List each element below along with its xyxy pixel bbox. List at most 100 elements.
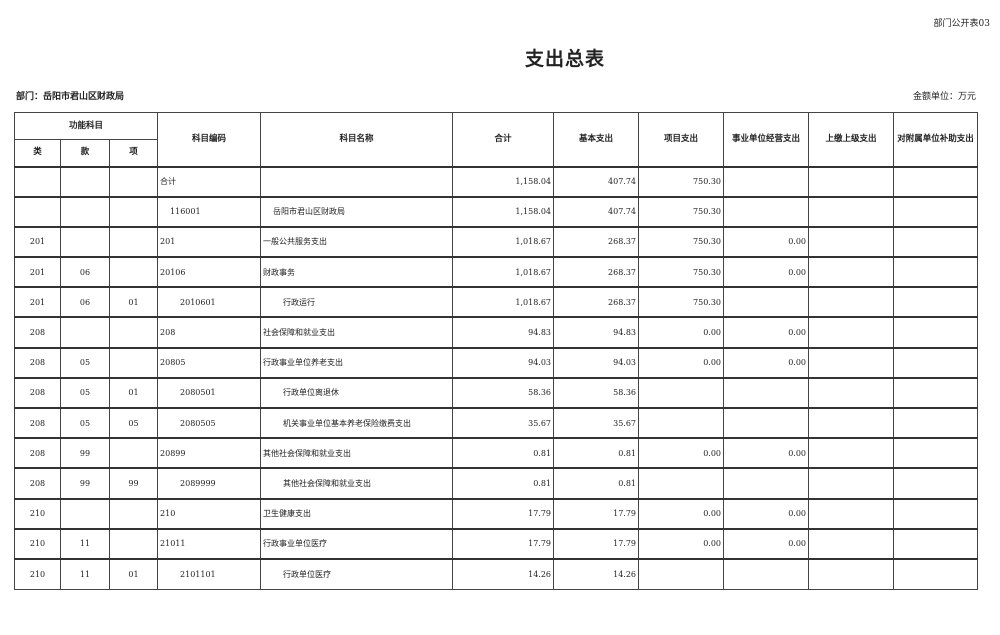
cell-name: 一般公共服务支出 xyxy=(260,225,454,258)
cell-kuan xyxy=(60,165,110,198)
table-row: 210 210 卫生健康支出 17.79 17.79 0.00 0.00 xyxy=(14,497,979,530)
cell-project xyxy=(638,376,725,409)
cell-kuan: 11 xyxy=(60,557,110,590)
cell-basic: 17.79 xyxy=(553,527,640,560)
cell-basic: 407.74 xyxy=(553,195,640,228)
cell-upper xyxy=(808,467,895,500)
cell-total: 17.79 xyxy=(452,527,555,560)
cell-total: 94.03 xyxy=(452,346,555,379)
cell-lei: 208 xyxy=(14,316,61,349)
cell-upper xyxy=(808,256,895,288)
table-row: 201 201 一般公共服务支出 1,018.67 268.37 750.30 0.00 xyxy=(14,225,979,258)
cell-business: 0.00 xyxy=(723,497,810,530)
cell-kuan: 05 xyxy=(60,406,110,439)
cell-kuan: 05 xyxy=(60,376,110,409)
cell-name: 社会保障和就业支出 xyxy=(260,316,454,349)
header-lei: 类 xyxy=(14,139,61,167)
cell-upper xyxy=(808,376,895,409)
cell-xiang xyxy=(108,497,159,530)
cell-total: 94.83 xyxy=(452,316,555,349)
cell-lei: 208 xyxy=(14,346,61,379)
cell-upper xyxy=(808,346,895,379)
cell-upper xyxy=(808,316,895,349)
cell-code: 20899 xyxy=(157,437,262,469)
cell-xiang: 99 xyxy=(108,467,159,500)
cell-basic: 17.79 xyxy=(553,497,640,530)
table-row: 208 208 社会保障和就业支出 94.83 94.83 0.00 0.00 xyxy=(14,316,979,349)
cell-name xyxy=(260,165,454,198)
cell-name: 岳阳市君山区财政局 xyxy=(260,195,454,228)
amount-unit-label: 金额单位：万元 xyxy=(912,92,976,102)
cell-basic: 58.36 xyxy=(553,376,640,409)
cell-business xyxy=(723,467,810,500)
cell-subsidy xyxy=(893,286,979,318)
cell-lei: 208 xyxy=(14,467,61,500)
cell-code: 208 xyxy=(157,316,262,349)
cell-total: 0.81 xyxy=(452,437,555,469)
cell-project: 0.00 xyxy=(638,316,725,349)
cell-project: 0.00 xyxy=(638,437,725,469)
cell-project: 750.30 xyxy=(638,225,725,258)
cell-basic: 268.37 xyxy=(553,225,640,258)
cell-project xyxy=(638,406,725,439)
cell-project: 750.30 xyxy=(638,256,725,288)
cell-total: 58.36 xyxy=(452,376,555,409)
table-row: 116001 岳阳市君山区财政局 1,158.04 407.74 750.30 xyxy=(14,195,979,228)
cell-kuan xyxy=(60,497,110,530)
cell-code: 116001 xyxy=(157,195,262,228)
table-row: 208 99 20899 其他社会保障和就业支出 0.81 0.81 0.00 0.00 xyxy=(14,437,979,469)
cell-total: 1,158.04 xyxy=(452,165,555,198)
header-upper: 上缴上级支出 xyxy=(808,112,895,167)
table-row: 合计 1,158.04 407.74 750.30 xyxy=(14,165,979,198)
table-row: 201 06 01 2010601 行政运行 1,018.67 268.37 750.30 xyxy=(14,286,979,318)
cell-total: 0.81 xyxy=(452,467,555,500)
cell-subsidy xyxy=(893,195,979,228)
cell-lei: 208 xyxy=(14,376,61,409)
cell-project xyxy=(638,467,725,500)
cell-lei: 208 xyxy=(14,406,61,439)
header-functional-subject: 功能科目 xyxy=(13,112,159,140)
cell-project: 750.30 xyxy=(638,286,725,318)
cell-subsidy xyxy=(893,225,979,258)
cell-basic: 94.83 xyxy=(553,316,640,349)
cell-total: 1,018.67 xyxy=(452,225,555,258)
cell-business: 0.00 xyxy=(723,316,810,349)
expenditure-summary-table: 功能科目 科目编码 科目名称 合计 基本支出 项目支出 事业单位经营支出 上缴上… xyxy=(13,112,979,590)
table-row: 208 05 20805 行政事业单位养老支出 94.03 94.03 0.00 0.00 xyxy=(14,346,979,379)
cell-total: 1,018.67 xyxy=(452,256,555,288)
cell-basic: 94.03 xyxy=(553,346,640,379)
cell-total: 17.79 xyxy=(452,497,555,530)
cell-project: 0.00 xyxy=(638,497,725,530)
header-basic: 基本支出 xyxy=(553,112,640,167)
table-row: 210 11 01 2101101 行政单位医疗 14.26 14.26 xyxy=(14,557,979,590)
cell-code: 210 xyxy=(157,497,262,530)
cell-code: 2080505 xyxy=(157,406,262,439)
cell-business xyxy=(723,376,810,409)
cell-lei xyxy=(14,165,61,198)
cell-upper xyxy=(808,437,895,469)
cell-business: 0.00 xyxy=(723,225,810,258)
cell-code: 2010601 xyxy=(157,286,262,318)
cell-code: 合计 xyxy=(157,165,262,198)
cell-upper xyxy=(808,225,895,258)
cell-business: 0.00 xyxy=(723,437,810,469)
cell-upper xyxy=(808,527,895,560)
cell-subsidy xyxy=(893,165,979,198)
cell-kuan: 99 xyxy=(60,467,110,500)
table-row: 208 05 05 2080505 机关事业单位基本养老保险缴费支出 35.67 35.67 xyxy=(14,406,979,439)
cell-basic: 0.81 xyxy=(553,437,640,469)
cell-kuan: 06 xyxy=(60,286,110,318)
header-business: 事业单位经营支出 xyxy=(723,112,810,167)
cell-subsidy xyxy=(893,467,979,500)
cell-kuan xyxy=(60,316,110,349)
cell-name: 行政运行 xyxy=(260,286,454,318)
cell-basic: 14.26 xyxy=(553,557,640,590)
cell-kuan: 11 xyxy=(60,527,110,560)
cell-upper xyxy=(808,406,895,439)
cell-total: 1,018.67 xyxy=(452,286,555,318)
header-project: 项目支出 xyxy=(638,112,725,167)
cell-name: 财政事务 xyxy=(260,256,454,288)
table-row: 208 05 01 2080501 行政单位离退休 58.36 58.36 xyxy=(14,376,979,409)
cell-name: 卫生健康支出 xyxy=(260,497,454,530)
cell-code: 2089999 xyxy=(157,467,262,500)
